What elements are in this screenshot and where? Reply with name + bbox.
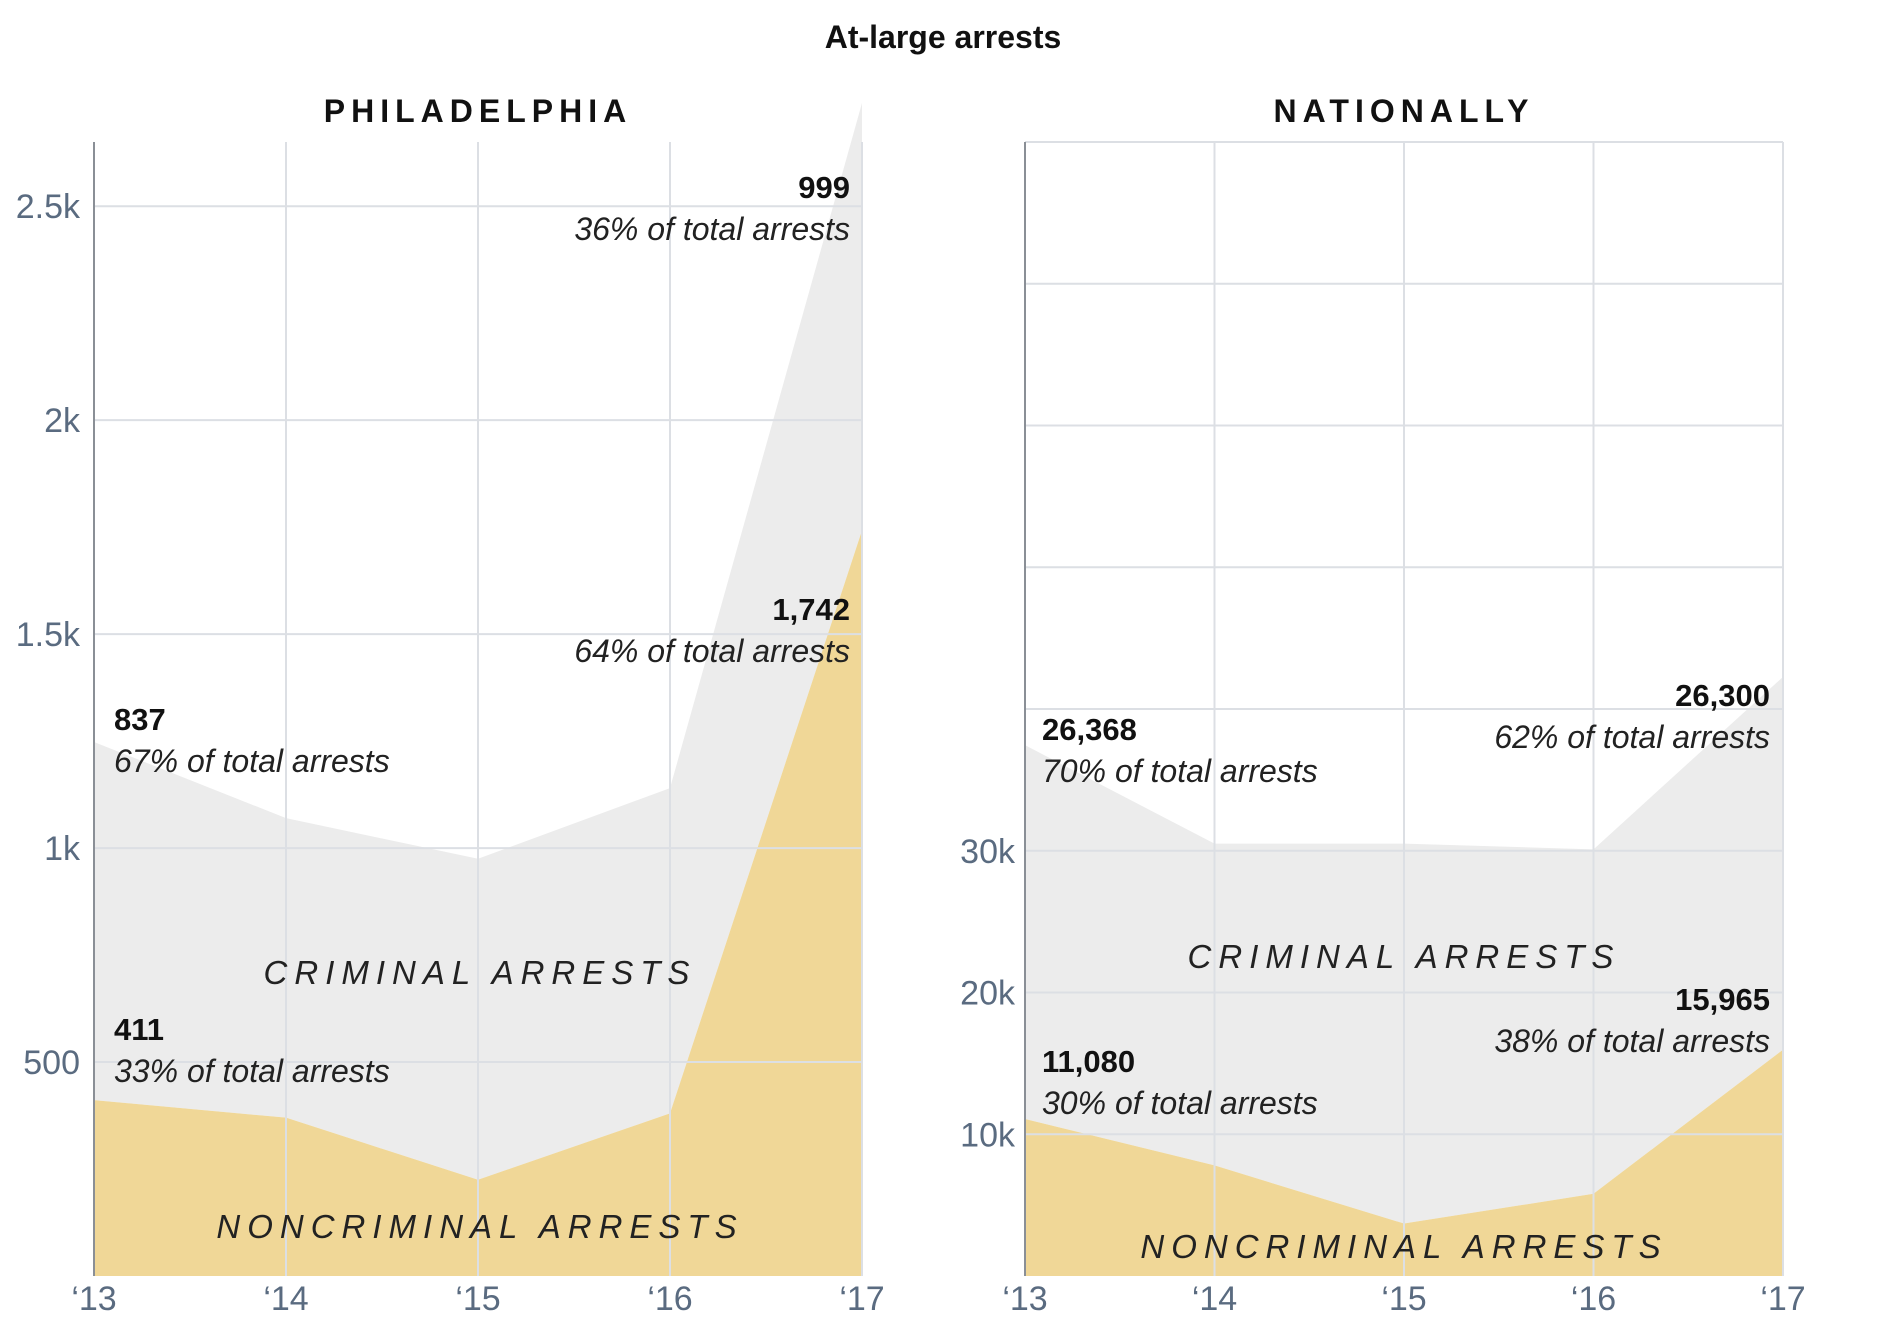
x-tick-label: ‘14 (1192, 1280, 1237, 1317)
annotation-percent: 70% of total arrests (1042, 753, 1318, 789)
annotation-value: 15,965 (1675, 982, 1770, 1017)
annotation-value: 1,742 (772, 592, 850, 627)
annotation-percent: 64% of total arrests (574, 633, 850, 669)
y-tick-label: 20k (960, 975, 1016, 1013)
y-tick-label: 500 (23, 1044, 80, 1082)
panel-title: NATIONALLY (1274, 93, 1535, 129)
x-tick-label: ‘15 (455, 1280, 500, 1317)
chart-title: At-large arrests (825, 19, 1062, 55)
x-tick-label: ‘15 (1381, 1280, 1426, 1317)
annotation-percent: 36% of total arrests (574, 211, 850, 247)
criminal-arrests-label: CRIMINAL ARRESTS (1188, 938, 1621, 975)
y-tick-label: 2k (44, 402, 81, 440)
x-tick-label: ‘16 (647, 1280, 692, 1317)
x-tick-label: ‘13 (71, 1280, 116, 1317)
x-tick-label: ‘16 (1571, 1280, 1616, 1317)
x-tick-label: ‘14 (263, 1280, 308, 1317)
x-tick-label: ‘17 (839, 1280, 884, 1317)
criminal-arrests-label: CRIMINAL ARRESTS (264, 954, 697, 991)
annotation-percent: 38% of total arrests (1494, 1023, 1770, 1059)
x-tick-label: ‘17 (1760, 1280, 1805, 1317)
panel-title: PHILADELPHIA (324, 93, 632, 129)
annotation-value: 999 (798, 170, 850, 205)
y-tick-label: 10k (960, 1116, 1016, 1154)
annotation-percent: 62% of total arrests (1494, 719, 1770, 755)
y-tick-label: 1.5k (16, 616, 81, 654)
y-tick-label: 1k (44, 830, 81, 868)
annotation-percent: 33% of total arrests (114, 1053, 390, 1089)
annotation-value: 26,368 (1042, 712, 1137, 747)
noncriminal-arrests-label: NONCRIMINAL ARRESTS (1140, 1228, 1667, 1265)
annotation-percent: 67% of total arrests (114, 743, 390, 779)
annotation-value: 837 (114, 702, 166, 737)
nationally-panel: NATIONALLY 10k 20k 30k ‘13 ‘14 ‘15 ‘16 ‘17 CRIMIN… (960, 93, 1806, 1317)
annotation-percent: 30% of total arrests (1042, 1085, 1318, 1121)
annotation-value: 411 (114, 1012, 164, 1047)
x-tick-label: ‘13 (1002, 1280, 1047, 1317)
annotation-value: 26,300 (1675, 678, 1770, 713)
annotation-value: 11,080 (1042, 1044, 1135, 1079)
noncriminal-arrests-area (94, 530, 862, 1276)
philadelphia-panel: PHILADELPHIA 500 1k 1.5k 2k 2.5k ‘13 ‘14 ‘15 ‘16 ‘… (16, 93, 885, 1317)
noncriminal-arrests-label: NONCRIMINAL ARRESTS (216, 1208, 743, 1245)
y-tick-label: 30k (960, 833, 1016, 871)
y-tick-label: 2.5k (16, 188, 81, 226)
